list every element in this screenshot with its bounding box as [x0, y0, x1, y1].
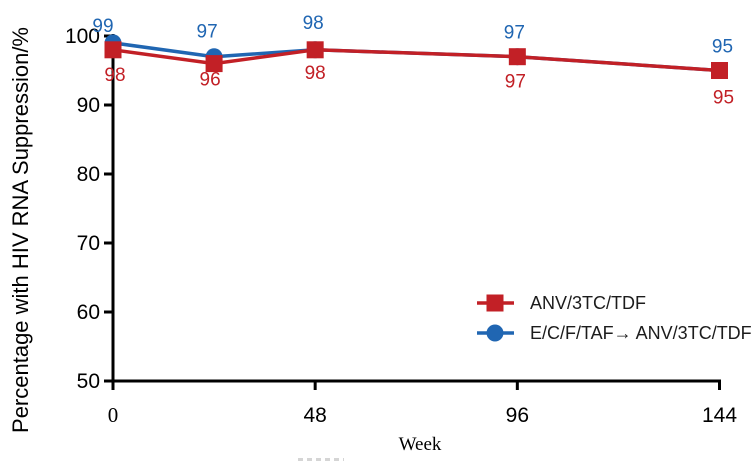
y-tick-label: 80 [77, 163, 100, 186]
data-point-label: 98 [104, 65, 125, 86]
series-line-blue [112, 41, 720, 73]
legend-label-anv: ANV/3TC/TDF [530, 293, 646, 313]
x-axis-title: Week [399, 434, 442, 455]
legend-square-marker [486, 294, 504, 312]
legend: ANV/3TC/TDF E/C/F/TAF→ ANV/3TC/TDF [477, 293, 752, 343]
square-marker [711, 62, 728, 79]
y-tick-label: 60 [77, 301, 100, 324]
data-point-label: 97 [197, 22, 218, 43]
y-tick-label: 100 [65, 25, 100, 48]
y-tick-label: 90 [77, 94, 100, 117]
data-point-label: 95 [713, 88, 734, 109]
series-layer [104, 34, 728, 79]
data-point-label: 97 [504, 23, 525, 44]
x-tick-label: 48 [303, 404, 326, 427]
data-point-label: 95 [712, 37, 733, 58]
square-marker [205, 55, 223, 73]
square-marker [104, 41, 122, 59]
y-tick-label: 70 [77, 232, 100, 255]
x-tick-label: 96 [506, 404, 529, 427]
data-point-label: 99 [92, 16, 113, 37]
axes-layer: 50 60 70 80 90 100 0 48 96 144 [65, 25, 737, 427]
y-tick-label: 50 [77, 370, 100, 393]
x-tick-label: 144 [702, 404, 737, 427]
square-marker [508, 48, 526, 66]
x-tick-label: 0 [108, 403, 119, 427]
legend-circle-marker [486, 324, 504, 342]
y-axis-title: Percentage with HIV RNA Suppression/% [8, 27, 33, 433]
data-labels-layer: 99 97 98 97 95 98 96 98 97 95 [92, 13, 734, 109]
legend-label-ecftaf: E/C/F/TAF→ ANV/3TC/TDF [530, 323, 752, 343]
data-point-label: 98 [303, 13, 324, 34]
series-line-red [112, 48, 720, 73]
cropped-text-artifact [298, 458, 344, 461]
data-point-label: 98 [305, 63, 326, 84]
data-point-label: 96 [200, 70, 221, 91]
square-marker [306, 41, 324, 59]
data-point-label: 97 [505, 72, 526, 93]
